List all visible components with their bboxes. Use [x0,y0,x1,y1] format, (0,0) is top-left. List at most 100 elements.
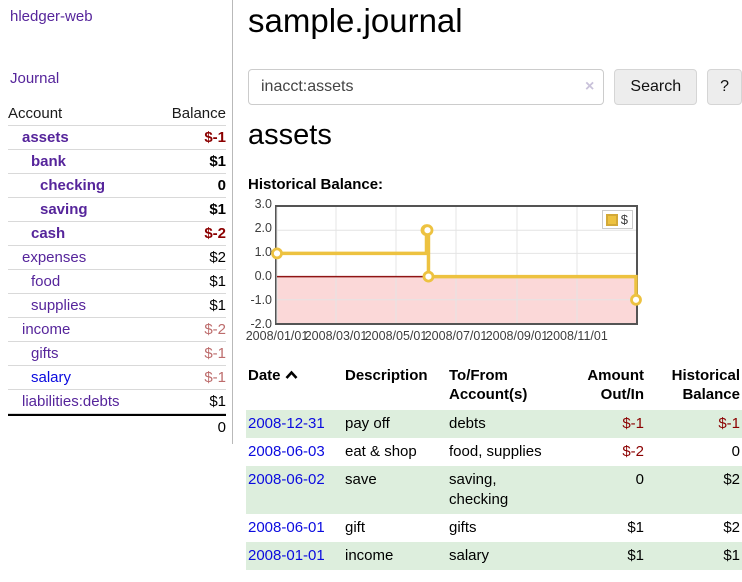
main-content: sample.journal × Search ? assets Histori… [246,0,742,582]
transactions-table: Date Description To/From Account(s) Amou… [246,362,742,570]
sidebar-item-journal[interactable]: Journal [10,70,60,87]
transaction-balance: $1 [723,547,740,564]
chart-heading: Historical Balance: [248,176,384,193]
account-row: assets $-1 [8,126,226,150]
y-axis-tick-label: -1.0 [250,293,272,307]
search-form: × Search ? [248,69,742,105]
account-link[interactable]: cash [31,225,66,242]
brand-link[interactable]: hledger-web [10,8,93,25]
transaction-date-link[interactable]: 2008-06-01 [248,519,325,536]
account-link[interactable]: salary [31,369,72,386]
transaction-description: save [345,471,377,488]
x-axis-tick-label: 2008/09/01 [485,329,549,343]
search-button[interactable]: Search [614,69,698,105]
column-header-accounts: To/From Account(s) [449,367,528,403]
accounts-header-account: Account [8,105,63,122]
transaction-date-link[interactable]: 2008-01-01 [248,547,325,564]
transaction-balance: $2 [723,471,740,488]
page-title: sample.journal [248,2,463,39]
transaction-date-link[interactable]: 2008-06-03 [248,443,325,460]
account-row: expenses $2 [8,246,226,270]
transaction-row: 2008-06-03 eat & shop food, supplies $-2 0 [246,438,742,466]
accounts-header-balance: Balance [171,105,226,122]
y-axis-tick-label: 0.0 [254,269,272,283]
sidebar: hledger-web Journal Account Balance asse… [0,0,233,444]
transaction-row: 2008-01-01 income salary $1 $1 [246,542,742,570]
chart-plot-area: $ [271,205,642,325]
account-balance: $1 [209,201,226,218]
transaction-balance: $2 [723,519,740,536]
chart-legend: $ [601,210,633,229]
search-input[interactable] [248,69,605,105]
column-header-date[interactable]: Date [246,362,343,410]
account-row: bank $1 [8,150,226,174]
transaction-balance: 0 [731,443,740,460]
account-link[interactable]: assets [22,129,69,146]
transaction-accounts: salary [449,547,490,564]
accounts-total-row: 0 [8,414,226,439]
account-balance: $-1 [204,345,226,362]
account-row: supplies $1 [8,294,226,318]
account-row: liabilities:debts $1 [8,390,226,414]
account-balance: $1 [209,297,226,314]
transaction-date-link[interactable]: 2008-12-31 [248,415,325,432]
transaction-accounts: debts [449,415,486,432]
clear-search-icon[interactable]: × [585,78,595,95]
account-link[interactable]: income [22,321,71,338]
account-link[interactable]: checking [40,177,106,194]
search-input-wrap: × [248,69,605,105]
transaction-amount: $1 [627,519,644,536]
sort-ascending-icon [285,366,298,385]
account-balance: 0 [217,177,226,194]
column-header-balance: Historical Balance [671,367,740,403]
transaction-balance: $-1 [718,415,740,432]
x-axis-tick-label: 2008/11/01 [546,329,608,343]
y-axis-tick-label: 1.0 [254,245,272,259]
account-row: income $-2 [8,318,226,342]
account-row: salary $-1 [8,366,226,390]
x-axis-tick-label: 2008/07/01 [424,329,488,343]
column-header-description: Description [345,367,428,384]
account-row: cash $-2 [8,222,226,246]
account-link[interactable]: saving [40,201,88,218]
account-heading: assets [248,119,332,151]
account-row: checking 0 [8,174,226,198]
x-axis-tick-label: 2008/05/01 [364,329,428,343]
y-axis-tick-label: 2.0 [254,221,272,235]
help-button[interactable]: ? [707,69,742,105]
x-axis-tick-label: 2008/01/01 [245,329,309,343]
transaction-row: 2008-12-31 pay off debts $-1 $-1 [246,410,742,438]
account-balance: $2 [209,249,226,266]
transaction-row: 2008-06-02 save saving, checking 0 $2 [246,466,742,514]
transaction-amount: 0 [635,471,644,488]
account-balance: $-1 [204,369,226,386]
account-link[interactable]: supplies [31,297,87,314]
account-link[interactable]: bank [31,153,67,170]
transaction-amount: $1 [627,547,644,564]
y-axis-tick-label: -2.0 [250,317,272,331]
accounts-tree: Account Balance assets $-1 bank $1 checking 0… [8,102,226,439]
account-balance: $-2 [204,321,226,338]
account-link[interactable]: expenses [22,249,87,266]
x-axis-tick-label: 2008/03/01 [304,329,368,343]
accounts-total-value: 0 [217,419,226,436]
transaction-amount: $-2 [622,443,644,460]
transaction-accounts: saving, checking [449,471,509,508]
account-balance: $-2 [204,225,226,242]
account-balance: $-1 [204,129,226,146]
transaction-description: pay off [345,415,390,432]
account-link[interactable]: gifts [31,345,59,362]
account-link[interactable]: liabilities:debts [22,393,120,410]
account-balance: $1 [209,153,226,170]
transaction-accounts: food, supplies [449,443,542,460]
transaction-amount: $-1 [622,415,644,432]
transaction-date-link[interactable]: 2008-06-02 [248,471,325,488]
account-row: saving $1 [8,198,226,222]
account-balance: $1 [209,393,226,410]
accounts-header: Account Balance [8,102,226,126]
transaction-description: eat & shop [345,443,417,460]
legend-swatch [605,213,618,226]
column-header-amount: Amount Out/In [587,367,644,403]
account-link[interactable]: food [31,273,61,290]
